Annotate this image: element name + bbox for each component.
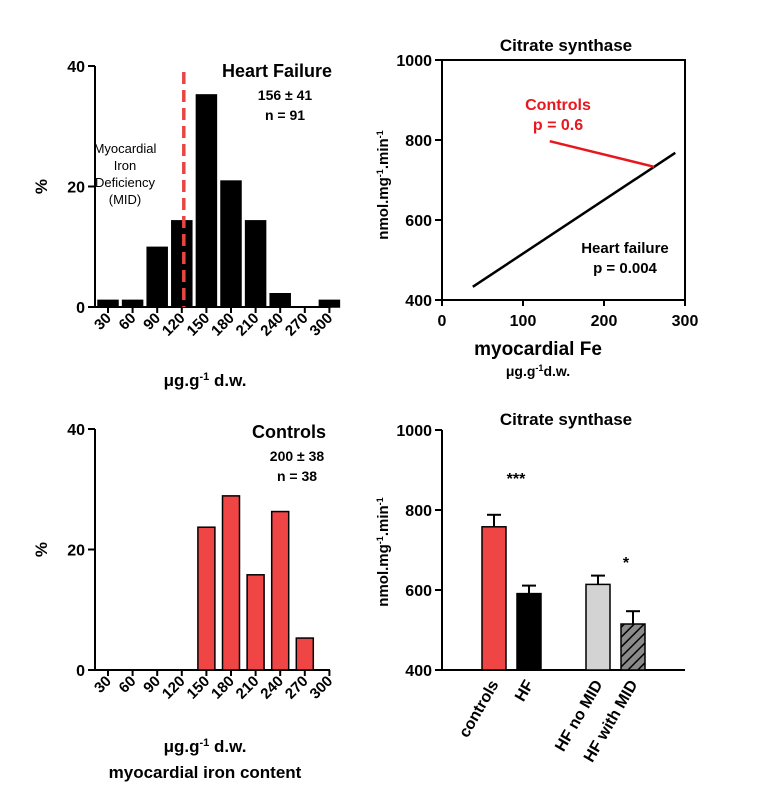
correlation-panel: 400 600 800 1000 0 100 200 300 Controls p = 0.6 He… <box>375 36 698 379</box>
p-value-label: p = 0.6 <box>533 117 583 134</box>
stats-label: n = 91 <box>265 107 305 123</box>
y-tick-label: 0 <box>76 300 85 317</box>
histogram-bar <box>197 526 216 671</box>
x-tick-label: 210 <box>233 310 263 340</box>
x-tick-label: 180 <box>208 673 238 703</box>
bar <box>620 623 646 671</box>
stats-label: n = 38 <box>277 468 317 484</box>
mid-annotation: (MID) <box>109 192 142 207</box>
bar <box>516 592 542 671</box>
x-tick-label: 60 <box>116 673 140 697</box>
x-tick-label: 270 <box>282 673 312 703</box>
x-axis-unit: μg.g-1d.w. <box>506 363 570 379</box>
significance-marker: *** <box>507 471 526 488</box>
histogram-bar <box>195 94 218 308</box>
y-tick-label: 40 <box>67 422 85 439</box>
y-tick-label: 20 <box>67 180 85 197</box>
significance-marker: * <box>623 555 630 572</box>
y-tick-label: 800 <box>405 133 432 150</box>
x-tick-label: 300 <box>307 673 337 703</box>
x-tick-label: 120 <box>159 310 189 340</box>
y-tick-label: 0 <box>76 663 85 680</box>
bar <box>481 526 507 671</box>
histogram-bar <box>244 220 267 308</box>
x-tick-label: 100 <box>510 313 537 330</box>
caption: myocardial iron content <box>109 763 302 782</box>
chart-title: Citrate synthase <box>500 36 632 55</box>
x-tick-label: 30 <box>91 310 115 334</box>
x-tick-label: 30 <box>91 673 115 697</box>
y-tick-label: 1000 <box>396 423 432 440</box>
histogram-bar <box>171 220 193 308</box>
x-tick-label: 120 <box>159 673 189 703</box>
x-tick-label: 150 <box>184 673 214 703</box>
histogram-bar <box>221 495 241 671</box>
x-tick-label: 300 <box>307 310 337 340</box>
y-tick-label: 800 <box>405 503 432 520</box>
histogram-bar <box>146 246 168 308</box>
y-tick-label: 400 <box>405 663 432 680</box>
p-value-label: p = 0.004 <box>593 260 657 277</box>
y-axis-label: % <box>32 179 51 194</box>
histogram-bar <box>220 180 242 308</box>
y-tick-label: 400 <box>405 293 432 310</box>
y-tick-label: 1000 <box>396 53 432 70</box>
x-tick-label: 240 <box>257 673 287 703</box>
x-tick-label: 0 <box>438 313 447 330</box>
x-tick-label: 300 <box>672 313 699 330</box>
regression-line <box>472 151 676 288</box>
x-tick-label: 180 <box>208 310 238 340</box>
histogram-bar <box>97 299 119 308</box>
chart-title: Citrate synthase <box>500 410 632 429</box>
x-tick-label: 150 <box>184 310 214 340</box>
y-axis-label: nmol.mg-1.min-1 <box>375 130 392 239</box>
x-axis-label: μg.g-1 d.w. <box>164 371 247 390</box>
stats-label: 156 ± 41 <box>258 87 313 103</box>
histogram-bar <box>246 574 265 671</box>
y-tick-label: 40 <box>67 59 85 76</box>
x-tick-label: 60 <box>116 310 140 334</box>
x-tick-label: HF <box>512 677 537 704</box>
x-tick-label: 210 <box>233 673 263 703</box>
x-axis-label: μg.g-1 d.w. <box>164 737 247 756</box>
y-tick-label: 600 <box>405 213 432 230</box>
mid-annotation: Deficiency <box>95 175 155 190</box>
series-label: Heart failure <box>581 240 669 257</box>
histogram-bar <box>269 292 291 308</box>
y-axis-label: nmol.mg-1.min-1 <box>375 497 392 606</box>
x-axis-label: myocardial Fe <box>474 339 602 360</box>
x-tick-label: 240 <box>257 310 287 340</box>
histogram-bar <box>121 299 144 308</box>
histogram-bar <box>318 299 341 308</box>
regression-line <box>549 139 655 169</box>
mid-annotation: Iron <box>114 158 136 173</box>
plot-frame <box>441 59 686 301</box>
chart-title: Heart Failure <box>222 61 332 81</box>
chart-title: Controls <box>252 422 326 442</box>
y-tick-label: 20 <box>67 543 85 560</box>
bar <box>585 583 611 671</box>
series-label: Controls <box>525 97 591 114</box>
histogram-bar <box>270 510 290 671</box>
y-axis-label: % <box>32 542 51 557</box>
x-tick-label: 200 <box>591 313 618 330</box>
histogram-bar <box>295 637 315 671</box>
x-tick-label: controls <box>456 677 502 740</box>
stats-label: 200 ± 38 <box>270 448 325 464</box>
x-tick-label: 270 <box>282 310 312 340</box>
y-tick-label: 600 <box>405 583 432 600</box>
mid-annotation: Myocardial <box>94 141 157 156</box>
